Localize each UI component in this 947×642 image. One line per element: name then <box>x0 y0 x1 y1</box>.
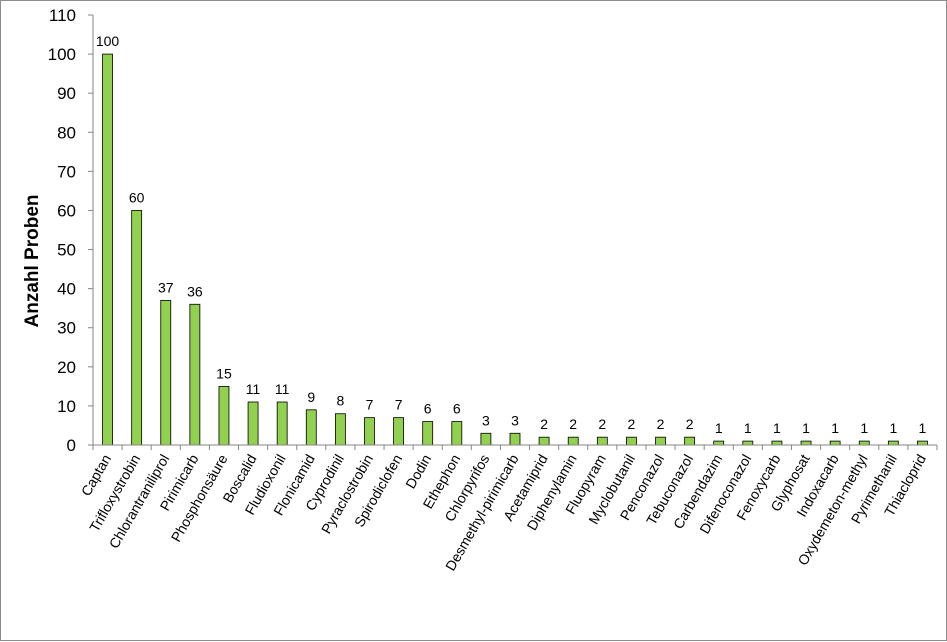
bar <box>538 436 550 446</box>
data-label: 8 <box>336 393 344 409</box>
bar <box>305 409 317 446</box>
bar <box>771 440 783 446</box>
data-label: 1 <box>744 420 752 436</box>
bar <box>422 421 434 446</box>
data-label: 36 <box>187 283 203 299</box>
bar <box>393 417 404 446</box>
bar <box>364 417 375 446</box>
data-label: 6 <box>424 401 432 417</box>
y-axis-title: Anzahl Proben <box>22 194 43 327</box>
bar <box>713 440 725 446</box>
bar <box>829 440 841 446</box>
data-label: 1 <box>715 420 723 436</box>
y-tick-label: 40 <box>57 280 76 299</box>
data-label: 3 <box>511 412 519 428</box>
y-tick-label: 70 <box>57 162 76 181</box>
bar <box>626 436 637 446</box>
y-axis: 0 10 20 30 40 50 60 70 80 90 100 110 <box>48 6 94 455</box>
bar <box>800 440 812 446</box>
data-label: 2 <box>598 416 606 432</box>
bar <box>131 210 143 446</box>
bar <box>160 299 172 446</box>
data-label: 100 <box>96 33 120 49</box>
data-label: 2 <box>628 416 636 432</box>
bar <box>887 440 899 446</box>
data-label: 60 <box>129 189 145 205</box>
bar <box>655 436 666 446</box>
data-label: 3 <box>482 412 490 428</box>
y-tick-label: 10 <box>57 397 76 416</box>
bar <box>247 401 259 446</box>
data-label: 7 <box>395 397 403 413</box>
data-label: 1 <box>889 420 897 436</box>
y-tick-label: 110 <box>49 6 76 25</box>
data-label: 11 <box>246 381 261 397</box>
bar <box>451 421 463 446</box>
y-tick-label: 30 <box>57 319 76 338</box>
y-tick-label: 90 <box>57 84 76 103</box>
data-label: 7 <box>366 397 374 413</box>
bar <box>684 436 696 446</box>
data-label: 6 <box>453 401 461 417</box>
bar <box>917 440 928 446</box>
y-tick-label: 80 <box>57 123 76 142</box>
data-label: 2 <box>686 416 694 432</box>
bar <box>218 385 230 446</box>
data-label: 1 <box>919 420 927 436</box>
bar <box>189 303 201 446</box>
bar <box>334 413 346 446</box>
data-label: 2 <box>569 416 577 432</box>
bar <box>276 401 288 446</box>
data-label: 15 <box>216 365 232 381</box>
data-label: 9 <box>307 389 315 405</box>
data-label: 2 <box>540 416 548 432</box>
bar <box>858 440 870 446</box>
bar <box>567 436 579 446</box>
y-tick-label: 20 <box>57 358 76 377</box>
data-label: 11 <box>275 381 290 397</box>
y-tick-label: 100 <box>48 45 76 64</box>
data-label: 2 <box>657 416 665 432</box>
data-label: 1 <box>802 420 810 436</box>
data-label: 37 <box>158 279 174 295</box>
data-label: 1 <box>860 420 868 436</box>
data-label: 1 <box>773 420 781 436</box>
bar <box>742 440 754 446</box>
data-label: 1 <box>831 420 839 436</box>
x-axis: CaptanTrifloxystrobinChlorantraniliprolP… <box>78 444 938 573</box>
y-tick-label: 60 <box>57 201 76 220</box>
bar <box>509 432 521 446</box>
bar <box>596 436 608 446</box>
bar <box>102 53 113 446</box>
bar <box>480 432 492 446</box>
y-tick-label: 0 <box>67 436 76 455</box>
y-tick-label: 50 <box>57 241 76 260</box>
